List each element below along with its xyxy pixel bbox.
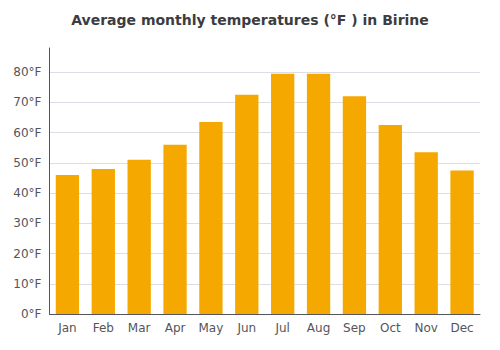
- svg-text:30°F: 30°F: [13, 216, 41, 230]
- svg-text:80°F: 80°F: [13, 65, 41, 79]
- svg-text:Jan: Jan: [57, 321, 77, 335]
- svg-text:10°F: 10°F: [13, 277, 41, 291]
- svg-text:Mar: Mar: [128, 321, 151, 335]
- svg-text:0°F: 0°F: [21, 307, 42, 321]
- svg-text:Sep: Sep: [343, 321, 366, 335]
- svg-text:Aug: Aug: [307, 321, 330, 335]
- svg-text:40°F: 40°F: [13, 186, 41, 200]
- svg-text:Oct: Oct: [380, 321, 401, 335]
- svg-text:Nov: Nov: [414, 321, 437, 335]
- svg-text:60°F: 60°F: [13, 126, 41, 140]
- svg-text:70°F: 70°F: [13, 95, 41, 109]
- svg-text:20°F: 20°F: [13, 247, 41, 261]
- svg-text:Jun: Jun: [236, 321, 256, 335]
- svg-text:Feb: Feb: [93, 321, 114, 335]
- svg-text:Dec: Dec: [450, 321, 473, 335]
- svg-text:Apr: Apr: [165, 321, 186, 335]
- svg-text:50°F: 50°F: [13, 156, 41, 170]
- svg-text:Jul: Jul: [274, 321, 289, 335]
- svg-text:May: May: [199, 321, 224, 335]
- svg-text:Average monthly temperatures (: Average monthly temperatures (°F ) in Bi…: [71, 12, 429, 28]
